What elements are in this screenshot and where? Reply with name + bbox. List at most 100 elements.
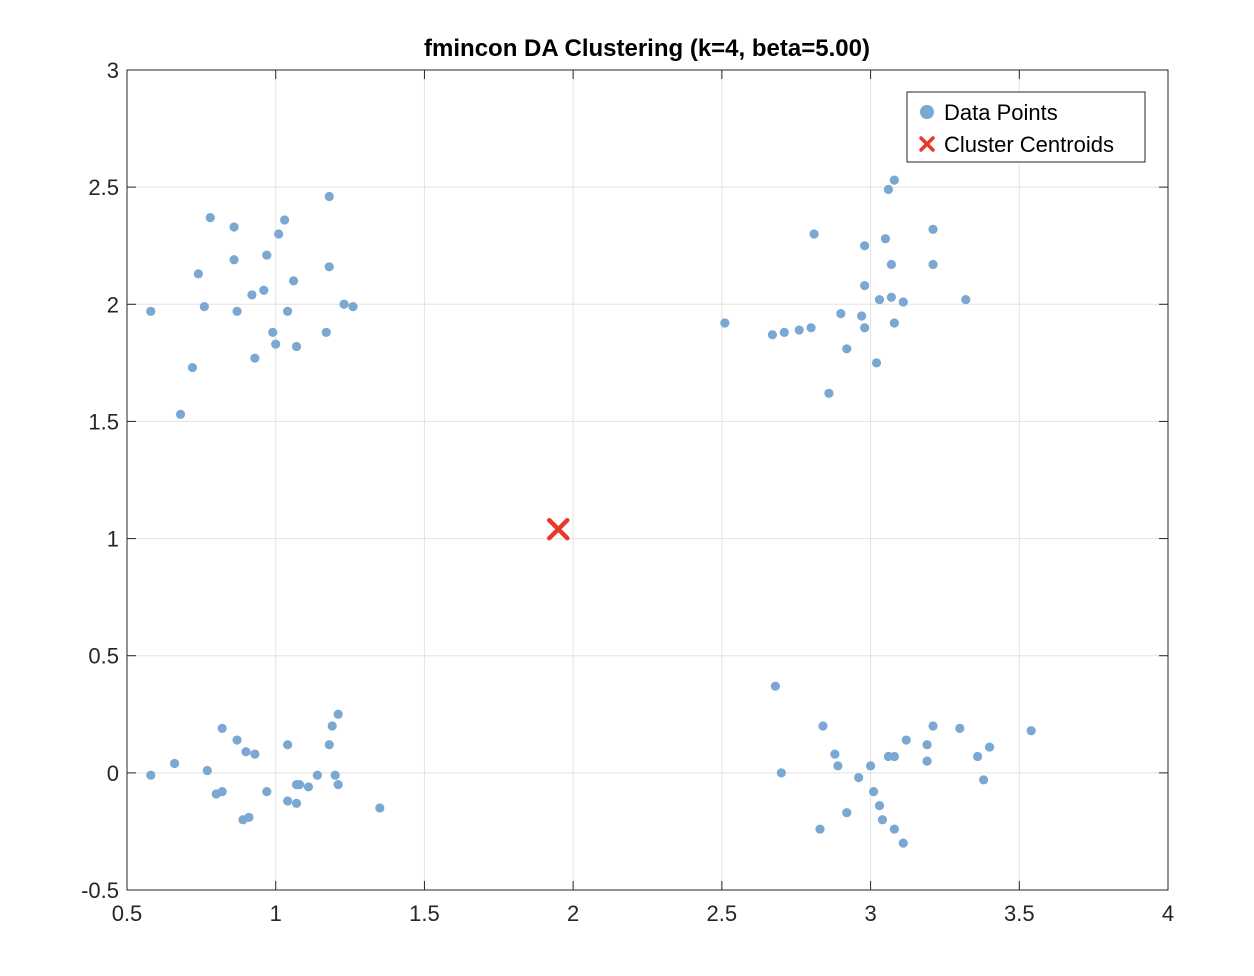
- data-point: [241, 747, 251, 757]
- legend-marker-centroids: [919, 136, 935, 152]
- plot-frame: [126, 69, 1169, 891]
- legend: Data Points Cluster Centroids: [906, 91, 1146, 163]
- data-point: [865, 761, 876, 771]
- data-point: [193, 269, 203, 279]
- data-point: [288, 276, 299, 286]
- data-point: [205, 213, 215, 223]
- data-point: [333, 779, 343, 790]
- data-point: [229, 255, 239, 265]
- data-point: [199, 302, 209, 312]
- data-point: [928, 259, 938, 270]
- data-point: [824, 388, 834, 398]
- grid: [127, 70, 1168, 890]
- data-point: [978, 775, 989, 785]
- data-point: [348, 302, 358, 312]
- data-point: [794, 325, 804, 335]
- data-point: [874, 801, 885, 811]
- x-tick-label: 0.5: [112, 901, 143, 926]
- data-point: [877, 815, 888, 825]
- data-point: [961, 295, 971, 305]
- data-point: [767, 330, 778, 340]
- data-point: [880, 234, 891, 244]
- y-tick-label: 2: [107, 292, 119, 317]
- data-point: [854, 772, 864, 783]
- data-point: [259, 285, 269, 295]
- data-point: [291, 341, 302, 352]
- x-tick-label: 1: [270, 901, 282, 926]
- data-point: [324, 740, 334, 750]
- data-point: [842, 344, 852, 354]
- data-point: [187, 362, 198, 373]
- data-point: [928, 224, 938, 234]
- data-point: [268, 327, 278, 337]
- centroids: [547, 517, 570, 541]
- cluster-centroid: [547, 517, 570, 541]
- data-point: [375, 803, 385, 813]
- data-point: [339, 299, 349, 309]
- data-point: [901, 735, 911, 745]
- x-tick-label: 2.5: [707, 901, 738, 926]
- chart-title: fmincon DA Clustering (k=4, beta=5.00): [424, 35, 870, 62]
- data-point: [955, 723, 965, 733]
- x-tick-label: 2: [567, 901, 579, 926]
- data-point: [312, 770, 322, 780]
- data-point: [321, 327, 331, 337]
- data-point: [973, 751, 983, 762]
- data-point: [928, 721, 938, 731]
- y-axis-ticks: -0.5 0 0.5 1 1.5 2 2.5 3: [81, 58, 1168, 903]
- x-tick-label: 3: [864, 901, 876, 926]
- data-point: [898, 297, 908, 307]
- data-point: [806, 323, 816, 333]
- data-point: [250, 353, 260, 363]
- data-point: [836, 309, 846, 319]
- data-point: [146, 306, 156, 316]
- legend-label-centroids: Cluster Centroids: [944, 132, 1114, 157]
- data-point: [842, 808, 852, 818]
- data-point: [860, 241, 870, 251]
- data-point: [244, 812, 254, 822]
- data-point: [868, 787, 879, 797]
- data-point: [770, 681, 780, 691]
- data-point: [262, 787, 272, 797]
- data-point: [175, 409, 186, 419]
- data-point: [871, 358, 882, 368]
- data-point: [291, 798, 302, 808]
- legend-label-data-points: Data Points: [944, 100, 1058, 125]
- data-point: [860, 280, 870, 291]
- x-tick-label: 3.5: [1004, 901, 1035, 926]
- data-point: [146, 770, 156, 780]
- data-point: [217, 723, 227, 733]
- data-point: [324, 262, 334, 272]
- data-point: [169, 758, 180, 769]
- data-point: [883, 184, 894, 195]
- data-point: [815, 824, 825, 834]
- data-point: [250, 749, 260, 759]
- data-point: [274, 229, 284, 239]
- data-point: [830, 749, 840, 759]
- legend-box: [906, 91, 1146, 163]
- data-point: [217, 787, 227, 797]
- data-point: [898, 838, 908, 848]
- data-point: [280, 215, 290, 225]
- data-point: [229, 222, 239, 232]
- data-point: [776, 768, 786, 778]
- data-point: [330, 770, 340, 780]
- data-point: [303, 782, 314, 792]
- data-point: [809, 229, 819, 239]
- data-point: [886, 292, 896, 302]
- data-point: [232, 735, 242, 745]
- data-point: [860, 323, 870, 333]
- data-point: [271, 339, 281, 349]
- data-point: [922, 756, 932, 766]
- data-point: [889, 751, 899, 762]
- data-point: [889, 175, 899, 185]
- y-tick-label: 0: [107, 761, 119, 786]
- data-point: [283, 306, 293, 316]
- data-point: [889, 318, 899, 328]
- data-point: [232, 306, 242, 316]
- data-point: [833, 761, 843, 771]
- data-point: [247, 290, 257, 300]
- y-tick-label: 3: [107, 58, 119, 83]
- data-point: [1026, 726, 1036, 736]
